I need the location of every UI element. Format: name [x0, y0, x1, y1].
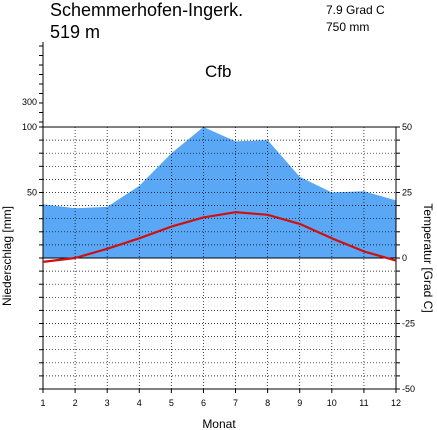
month-tick-label: 8 — [265, 398, 270, 408]
temp-tick-label: 25 — [402, 188, 412, 198]
precip-tick-label: 100 — [22, 122, 37, 132]
month-tick-label: 5 — [169, 398, 174, 408]
month-tick-label: 12 — [391, 398, 401, 408]
mean-temperature: 7.9 Grad C — [326, 3, 385, 17]
axis-ticks — [39, 45, 400, 393]
month-tick-label: 3 — [105, 398, 110, 408]
station-title: Schemmerhofen-Ingerk. — [50, 0, 243, 20]
right-axis-label: Temperatur [Grad C] — [421, 203, 435, 312]
month-tick-label: 10 — [327, 398, 337, 408]
precipitation-area — [43, 127, 396, 258]
month-tick-label: 4 — [137, 398, 142, 408]
month-tick-label: 1 — [40, 398, 45, 408]
grid-lines — [43, 127, 396, 389]
x-axis-label: Monat — [202, 417, 236, 430]
annual-precipitation: 750 mm — [326, 20, 369, 34]
temp-tick-label: 0 — [402, 253, 407, 263]
left-axis-label: Niederschlag [mm] — [0, 206, 14, 306]
climate-class: Cfb — [205, 62, 231, 81]
station-elevation: 519 m — [50, 22, 100, 42]
month-tick-label: 7 — [233, 398, 238, 408]
temperature-line — [42, 211, 397, 263]
temp-tick-label: -25 — [402, 319, 415, 329]
month-tick-label: 9 — [297, 398, 302, 408]
month-tick-label: 6 — [201, 398, 206, 408]
month-tick-label: 2 — [73, 398, 78, 408]
precip-tick-label: 300 — [22, 97, 37, 107]
temp-tick-label: 50 — [402, 122, 412, 132]
temp-tick-label: -50 — [402, 384, 415, 394]
precip-tick-label: 50 — [27, 188, 37, 198]
month-tick-label: 11 — [359, 398, 368, 408]
